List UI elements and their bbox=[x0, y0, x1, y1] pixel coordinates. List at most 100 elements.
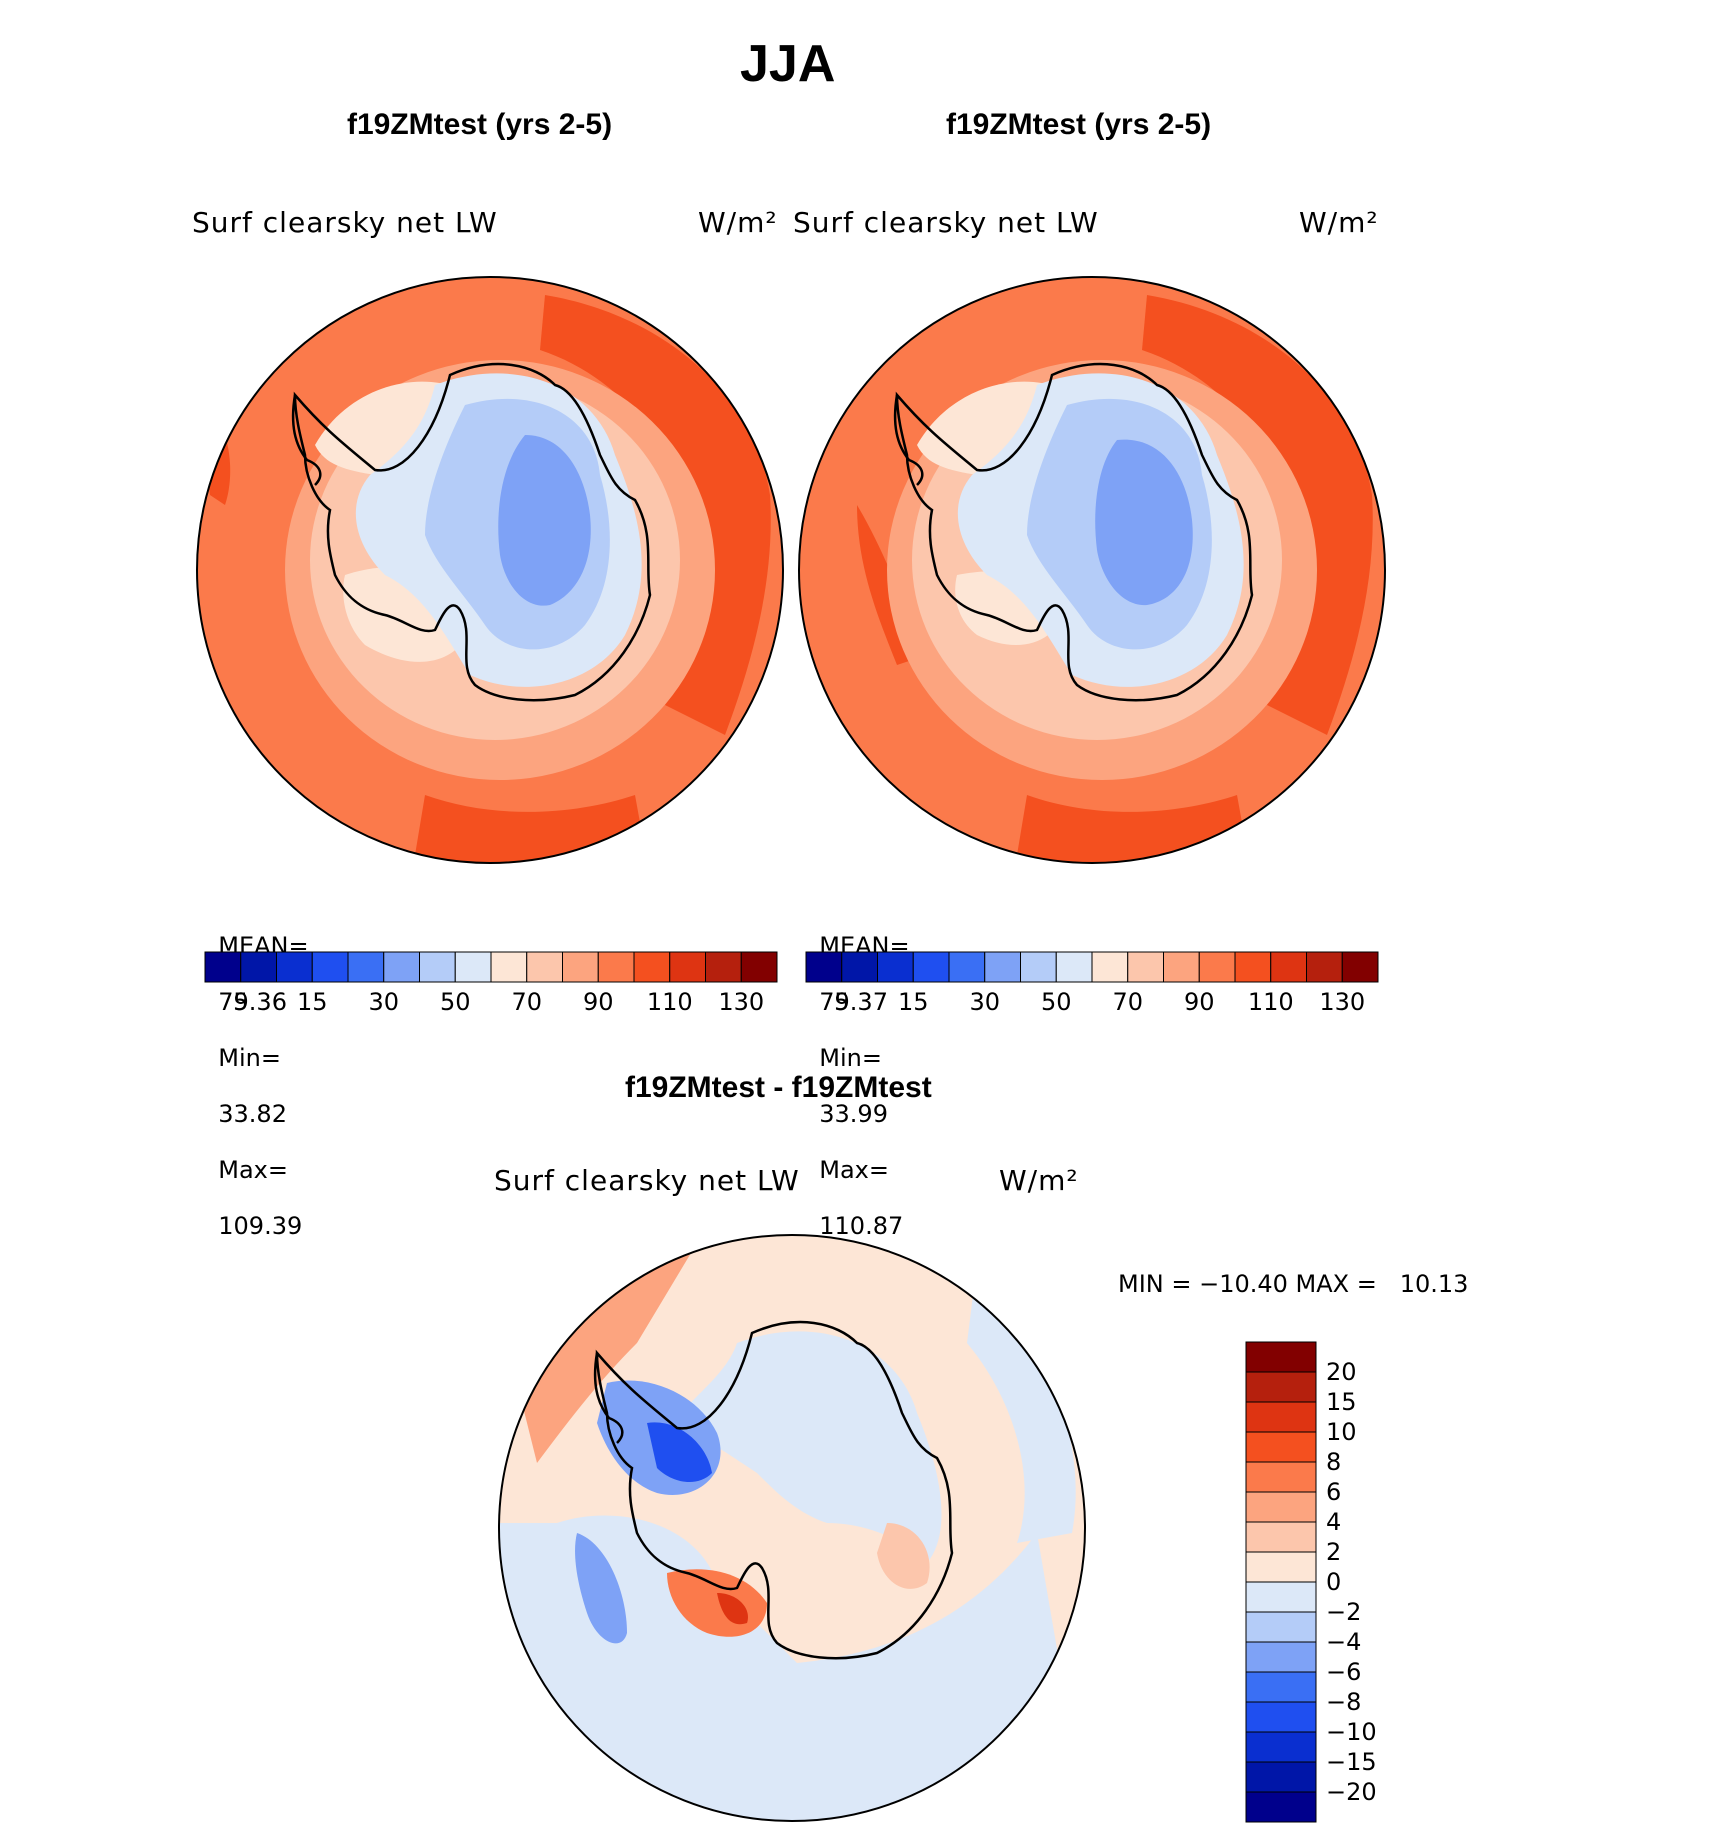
panel2-peninsula bbox=[893, 394, 924, 486]
panel1-mean-value: 79.36 bbox=[218, 988, 287, 1016]
panel3-blue-core bbox=[647, 1422, 712, 1483]
colorbar-tick-label: −4 bbox=[1326, 1628, 1362, 1656]
colorbar-segment bbox=[1245, 1611, 1317, 1643]
panel1-min-value: 33.82 bbox=[218, 1100, 287, 1128]
panel3-cool-south bbox=[499, 1515, 1085, 1821]
colorbar-tick-label: 6 bbox=[1326, 1478, 1342, 1506]
colorbar-tick-label: 15 bbox=[897, 988, 929, 1016]
colorbar-segment bbox=[1163, 951, 1200, 983]
colorbar-tick-label: 0 bbox=[1326, 1568, 1342, 1596]
colorbar-segment bbox=[1245, 1371, 1317, 1403]
colorbar-segment bbox=[1245, 1431, 1317, 1463]
panel2-coastline bbox=[895, 362, 1254, 702]
colorbar-tick-label: 70 bbox=[511, 988, 543, 1016]
colorbar-segment bbox=[1020, 951, 1057, 983]
colorbar-tick-label: −2 bbox=[1326, 1598, 1362, 1626]
panel2-map bbox=[798, 276, 1386, 864]
colorbar-segment bbox=[1245, 1641, 1317, 1673]
colorbar-tick-label: 90 bbox=[582, 988, 614, 1016]
panel3-peninsula bbox=[593, 1352, 624, 1444]
colorbar-tick-label: 20 bbox=[1326, 1358, 1357, 1386]
colorbar-segment bbox=[419, 951, 456, 983]
colorbar-tick-label: −6 bbox=[1326, 1658, 1362, 1686]
colorbar-tick-label: 5 bbox=[233, 988, 249, 1016]
colorbar-tick-label: 110 bbox=[646, 988, 693, 1016]
colorbar-segment bbox=[948, 951, 986, 983]
panel2-continent-blue2 bbox=[1095, 439, 1193, 606]
colorbar-tick-label: 70 bbox=[1112, 988, 1144, 1016]
colorbar-segment bbox=[562, 951, 599, 983]
colorbar-segment bbox=[383, 951, 420, 983]
panel3-units: W/m² bbox=[999, 1164, 1079, 1197]
panel1-colorbar-ticks: 5 15 30 50 70 90 110 130 bbox=[205, 988, 777, 1018]
panel2-units: W/m² bbox=[1299, 206, 1379, 239]
colorbar-segment bbox=[1245, 1671, 1317, 1703]
panel3-map-border bbox=[498, 1234, 1086, 1822]
colorbar-tick-label: −15 bbox=[1326, 1748, 1377, 1776]
panel2-min-value: 33.99 bbox=[819, 1100, 888, 1128]
colorbar-segment bbox=[597, 951, 635, 983]
panel2-colorbar bbox=[805, 951, 1379, 983]
colorbar-segment bbox=[1245, 1581, 1317, 1613]
colorbar-segment bbox=[1245, 1341, 1317, 1373]
colorbar-segment bbox=[240, 951, 277, 983]
panel2-colorbar-ticks: 5 15 30 50 70 90 110 130 bbox=[806, 988, 1378, 1018]
panel1-title: f19ZMtest (yrs 2-5) bbox=[347, 108, 613, 141]
colorbar-segment bbox=[705, 951, 742, 983]
panel3-warm-corner bbox=[517, 1243, 697, 1463]
panel1-peninsula bbox=[291, 394, 322, 486]
colorbar-tick-label: 90 bbox=[1183, 988, 1215, 1016]
colorbar-segment bbox=[1245, 1701, 1317, 1733]
colorbar-segment bbox=[1055, 951, 1093, 983]
panel3-variable-label: Surf clearsky net LW bbox=[494, 1164, 800, 1197]
panel3-warm-east bbox=[877, 1523, 930, 1589]
colorbar-segment bbox=[526, 951, 563, 983]
colorbar-tick-label: 15 bbox=[1326, 1388, 1357, 1416]
colorbar-segment bbox=[1245, 1521, 1317, 1553]
colorbar-segment bbox=[1245, 1791, 1317, 1823]
main-title: JJA bbox=[740, 35, 836, 93]
colorbar-segment bbox=[805, 951, 843, 983]
panel3-red-core bbox=[717, 1593, 748, 1625]
colorbar-segment bbox=[912, 951, 950, 983]
colorbar-tick-label: 5 bbox=[834, 988, 850, 1016]
panel2-mean-value: 79.37 bbox=[819, 988, 888, 1016]
panel1-coastline bbox=[293, 362, 652, 702]
panel1-units: W/m² bbox=[698, 206, 778, 239]
panel3-coastline bbox=[595, 1320, 954, 1660]
colorbar-tick-label: 30 bbox=[969, 988, 1001, 1016]
colorbar-segment bbox=[204, 951, 242, 983]
panel2-variable-label: Surf clearsky net LW bbox=[793, 206, 1099, 239]
colorbar-segment bbox=[1245, 1731, 1317, 1763]
colorbar-segment bbox=[740, 951, 778, 983]
colorbar-segment bbox=[1341, 951, 1379, 983]
colorbar-segment bbox=[633, 951, 671, 983]
colorbar-segment bbox=[877, 951, 914, 983]
colorbar-segment bbox=[1234, 951, 1272, 983]
colorbar-tick-label: 4 bbox=[1326, 1508, 1342, 1536]
panel2-max-label: Max= bbox=[819, 1156, 889, 1184]
colorbar-segment bbox=[347, 951, 385, 983]
panel1-colorbar bbox=[204, 951, 778, 983]
colorbar-segment bbox=[669, 951, 706, 983]
colorbar-tick-label: −8 bbox=[1326, 1688, 1362, 1716]
panel3-map bbox=[498, 1234, 1086, 1822]
colorbar-segment bbox=[454, 951, 492, 983]
colorbar-tick-label: 130 bbox=[1319, 988, 1366, 1016]
panel3-cool-east bbox=[967, 1263, 1076, 1543]
colorbar-segment bbox=[490, 951, 528, 983]
panel3-title: f19ZMtest - f19ZMtest bbox=[625, 1071, 932, 1104]
colorbar-tick-label: 50 bbox=[439, 988, 471, 1016]
panel3-continent-cool bbox=[672, 1331, 942, 1563]
panel3-blue-west bbox=[575, 1533, 627, 1644]
panel2-warm-band bbox=[1142, 295, 1373, 735]
panel3-colorbar bbox=[1245, 1341, 1317, 1823]
colorbar-tick-label: 2 bbox=[1326, 1538, 1342, 1566]
colorbar-segment bbox=[984, 951, 1021, 983]
panel1-max-label: Max= bbox=[218, 1156, 288, 1184]
panel2-title: f19ZMtest (yrs 2-5) bbox=[946, 108, 1212, 141]
colorbar-segment bbox=[1245, 1491, 1317, 1523]
colorbar-tick-label: 50 bbox=[1040, 988, 1072, 1016]
colorbar-tick-label: −10 bbox=[1326, 1718, 1377, 1746]
panel3-colorbar-ticks: 20 15 10 8 6 4 2 0 −2 −4 −6 −8 −10 −15 −20 bbox=[1326, 1342, 1426, 1822]
